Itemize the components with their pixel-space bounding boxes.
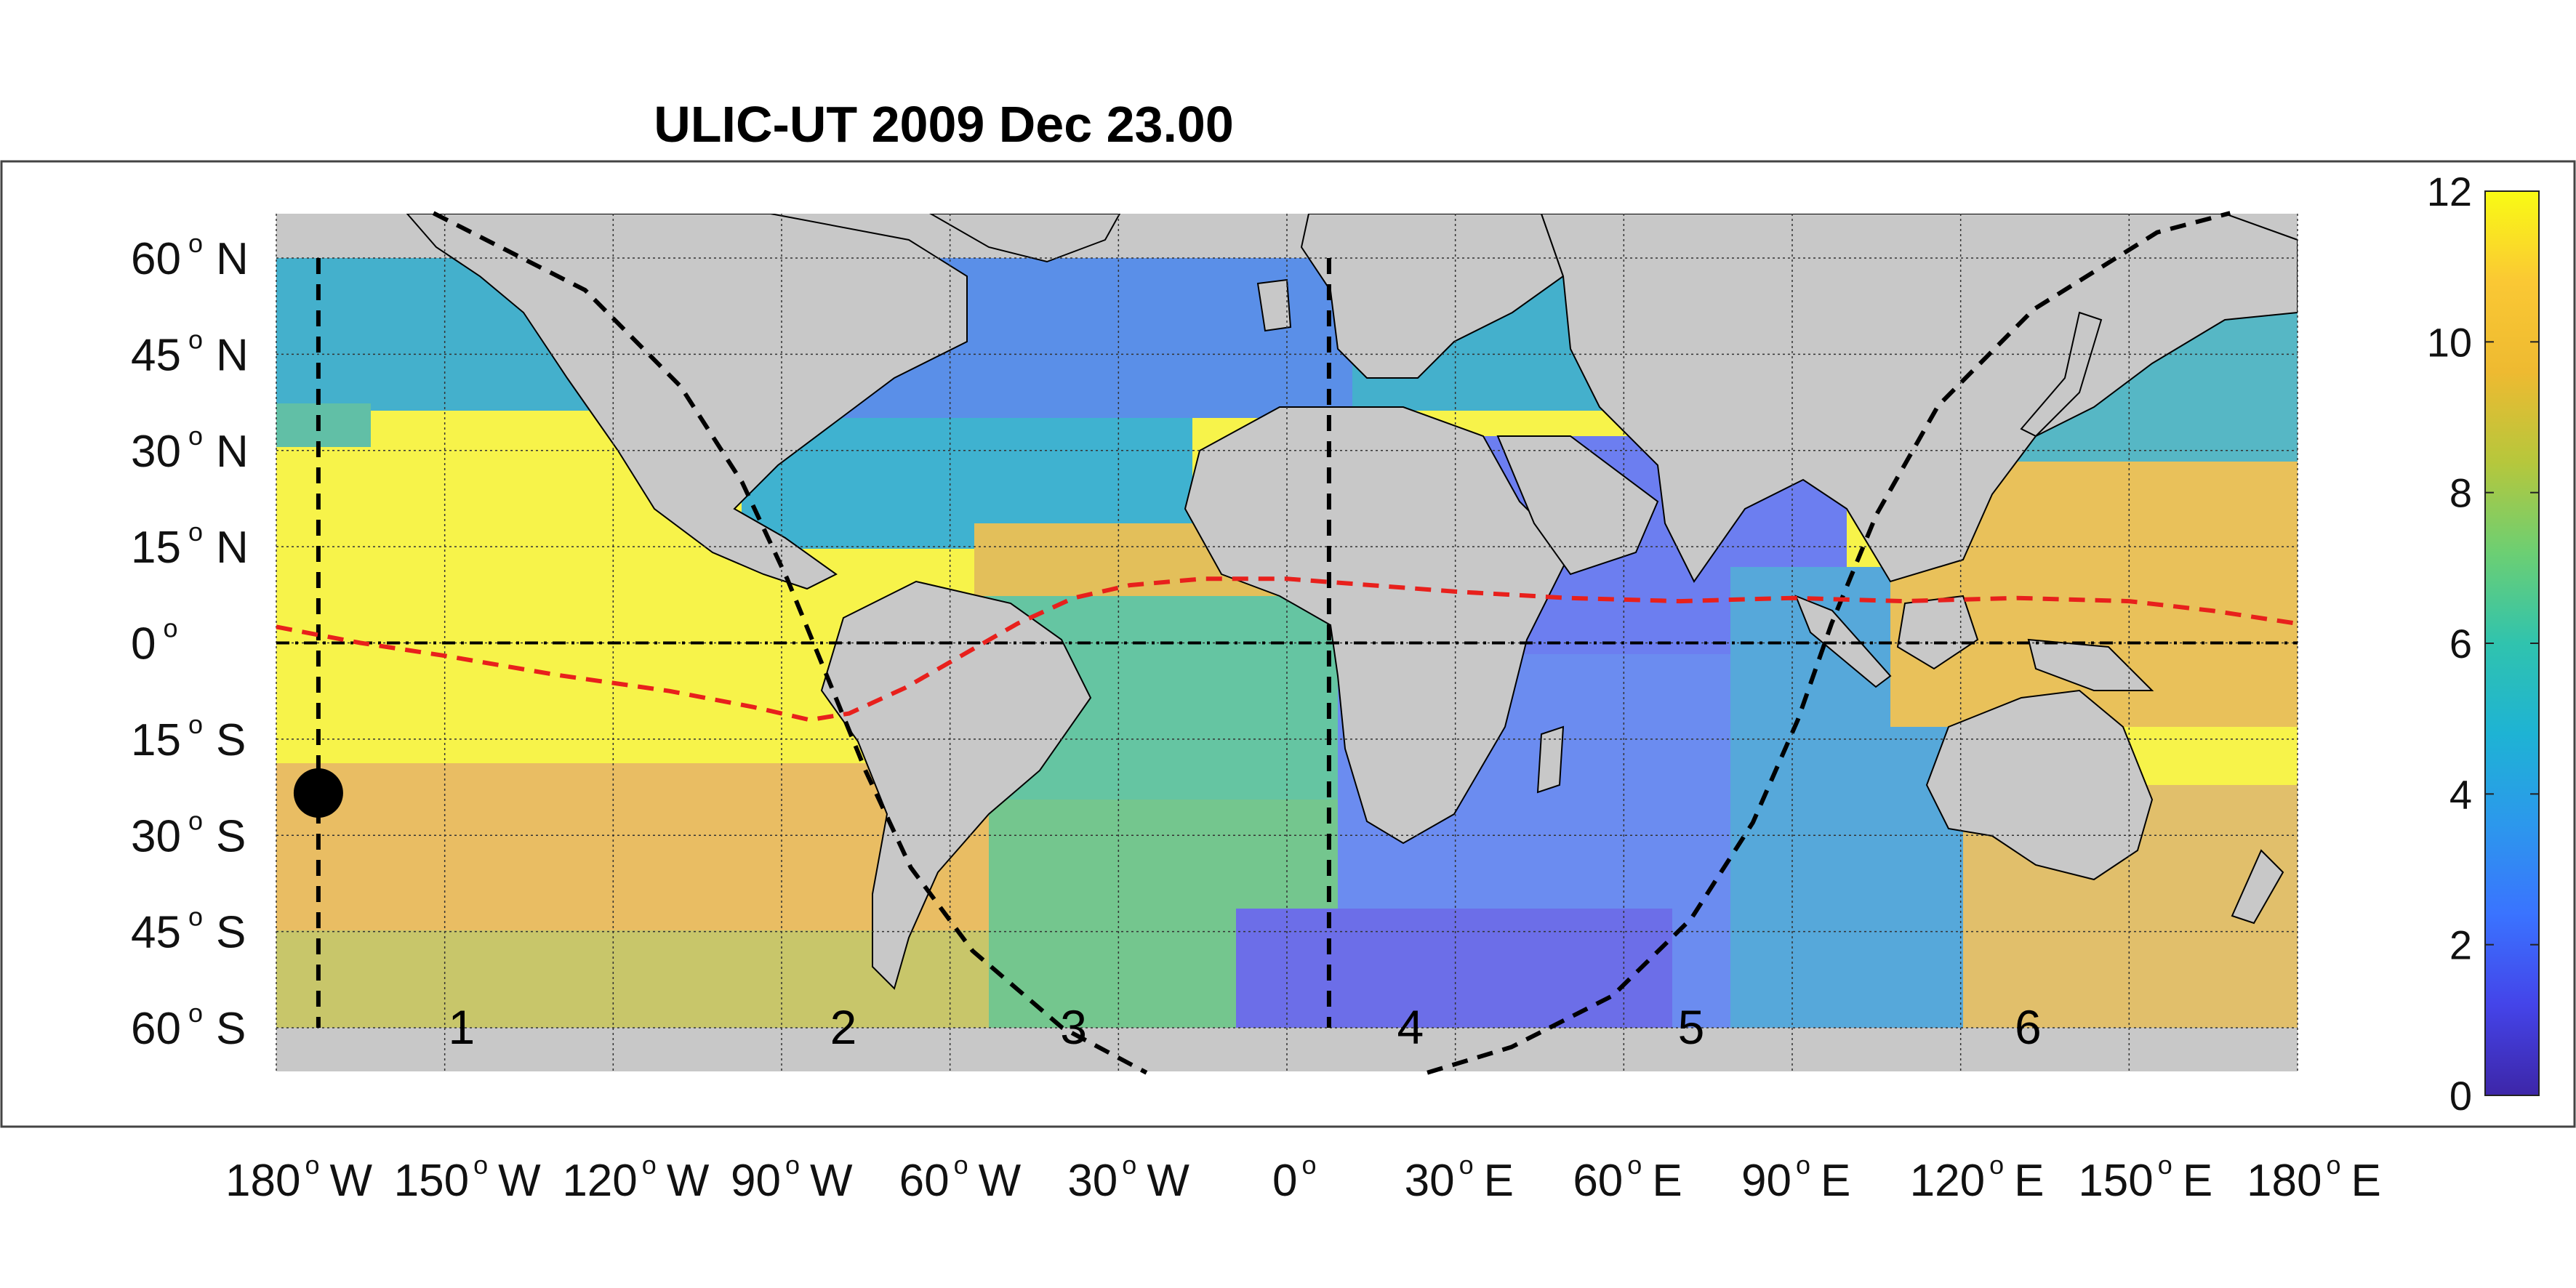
australia-landmass xyxy=(1925,689,2154,881)
longitude-label: 30 o E xyxy=(1405,1150,1514,1206)
latitude-label: 60 o S xyxy=(131,998,246,1054)
greenland-landmass xyxy=(928,214,1121,263)
colorbar-tick-label: 8 xyxy=(2449,470,2472,516)
colorbar-ticks: 0 2 4 6 8 10 12 xyxy=(2427,169,2539,1119)
madagascar-landmass xyxy=(1536,725,1565,794)
latitude-labels: 60 o N 45 o N 30 o N 15 o N 0 o 15 o S 30 o S 45 o S 60 o S xyxy=(131,228,249,1054)
longitude-label: 90 o W xyxy=(731,1150,853,1206)
arabia-landmass xyxy=(1496,435,1659,576)
region-number-label: 2 xyxy=(830,1000,857,1054)
antarctica-landmass xyxy=(276,1032,2298,1071)
longitude-label: 90 o E xyxy=(1741,1150,1850,1206)
asia-landmass xyxy=(1540,214,2298,583)
longitude-label: 180 o E xyxy=(2247,1150,2381,1206)
latitude-label: 15 o N xyxy=(131,517,249,573)
africa-landmass xyxy=(1184,406,1572,845)
longitude-label: 60 o W xyxy=(899,1150,1022,1206)
latitude-label: 30 o S xyxy=(131,805,246,861)
north-america-landmass xyxy=(406,214,968,590)
colorbar-tick-label: 6 xyxy=(2449,621,2472,667)
colorbar-tick-label: 10 xyxy=(2427,319,2472,365)
longitude-label: 120 o W xyxy=(562,1150,709,1206)
colorbar-tick-label: 12 xyxy=(2427,169,2472,214)
colorbar-tick-label: 0 xyxy=(2449,1073,2472,1119)
longitude-label: 60 o E xyxy=(1573,1150,1682,1206)
region-labels: 1 2 3 4 5 6 xyxy=(448,1000,2041,1054)
longitude-label: 120 o E xyxy=(1910,1150,2045,1206)
red-dashed-curve xyxy=(276,576,2298,723)
latitude-label: 45 o N xyxy=(131,324,249,380)
latitude-label: 60 o N xyxy=(131,228,249,284)
longitude-label: 150 o W xyxy=(394,1150,541,1206)
terminator-dawn-line xyxy=(432,211,1148,1075)
region-number-label: 3 xyxy=(1060,1000,1087,1054)
latitude-label: 15 o S xyxy=(131,709,246,765)
longitude-label: 150 o E xyxy=(2078,1150,2212,1206)
region-number-label: 6 xyxy=(2015,1000,2042,1054)
black-dot-marker xyxy=(293,768,343,818)
figure-frame xyxy=(0,160,2576,1128)
terminator-dusk-line xyxy=(1427,211,2231,1075)
japan-landmass xyxy=(2020,311,2103,438)
longitude-labels: 180 o W 150 o W 120 o W 90 o W 60 o W 30 o W 0 o 30 o E 60 o E 90 o… xyxy=(225,1150,2381,1206)
colorbar-tick-label: 4 xyxy=(2449,771,2472,817)
new-guinea-landmass xyxy=(2027,638,2154,691)
overlays xyxy=(276,211,2298,1075)
longitude-label: 30 o W xyxy=(1067,1150,1189,1206)
colorbar xyxy=(2484,190,2540,1096)
colorbar-tick-label: 2 xyxy=(2449,922,2472,968)
uk-landmass xyxy=(1256,278,1292,332)
region-number-label: 1 xyxy=(448,1000,475,1054)
latitude-label: 30 o N xyxy=(131,421,249,477)
longitude-label: 180 o W xyxy=(225,1150,372,1206)
south-america-landmass xyxy=(820,580,1092,990)
latitude-label: 45 o S xyxy=(131,902,246,958)
region-number-label: 5 xyxy=(1678,1000,1705,1054)
chart-title: ULIC-UT 2009 Dec 23.00 xyxy=(654,96,1234,153)
region-number-label: 4 xyxy=(1397,1000,1424,1054)
new-zealand-landmass xyxy=(2231,849,2284,925)
continents xyxy=(276,214,2298,1071)
borneo-landmass xyxy=(1896,595,1979,670)
